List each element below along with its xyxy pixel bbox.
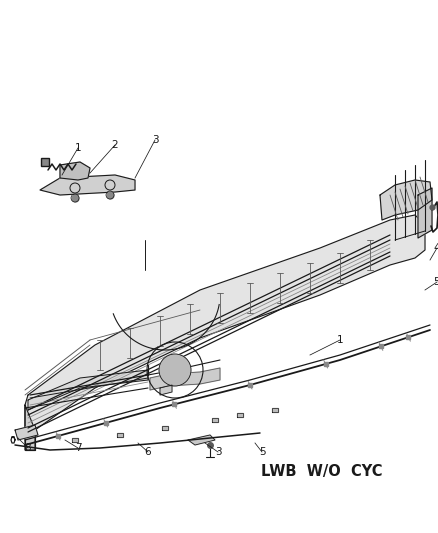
Polygon shape [188,435,215,445]
Text: 5: 5 [259,447,265,457]
Text: 4: 4 [434,243,438,253]
Text: 6: 6 [145,447,151,457]
Text: 5: 5 [434,277,438,287]
Polygon shape [25,430,35,450]
Polygon shape [272,408,278,412]
Polygon shape [117,433,123,437]
Polygon shape [28,370,148,410]
Polygon shape [418,188,432,238]
Polygon shape [40,175,135,195]
Polygon shape [60,162,90,180]
Polygon shape [162,426,168,430]
Text: 8: 8 [25,443,31,453]
Polygon shape [72,438,78,442]
Polygon shape [25,405,35,450]
Circle shape [159,354,191,386]
Text: LWB  W/O  CYC: LWB W/O CYC [261,464,383,479]
Polygon shape [237,413,243,417]
Text: 7: 7 [75,443,81,453]
Text: 1: 1 [75,143,81,153]
Polygon shape [212,418,218,422]
Polygon shape [160,385,172,395]
Polygon shape [15,425,38,440]
Polygon shape [380,180,432,220]
Polygon shape [25,215,425,430]
Polygon shape [150,368,220,390]
Text: 3: 3 [215,447,221,457]
Text: 3: 3 [152,135,158,145]
Text: 2: 2 [112,140,118,150]
Text: 1: 1 [337,335,343,345]
